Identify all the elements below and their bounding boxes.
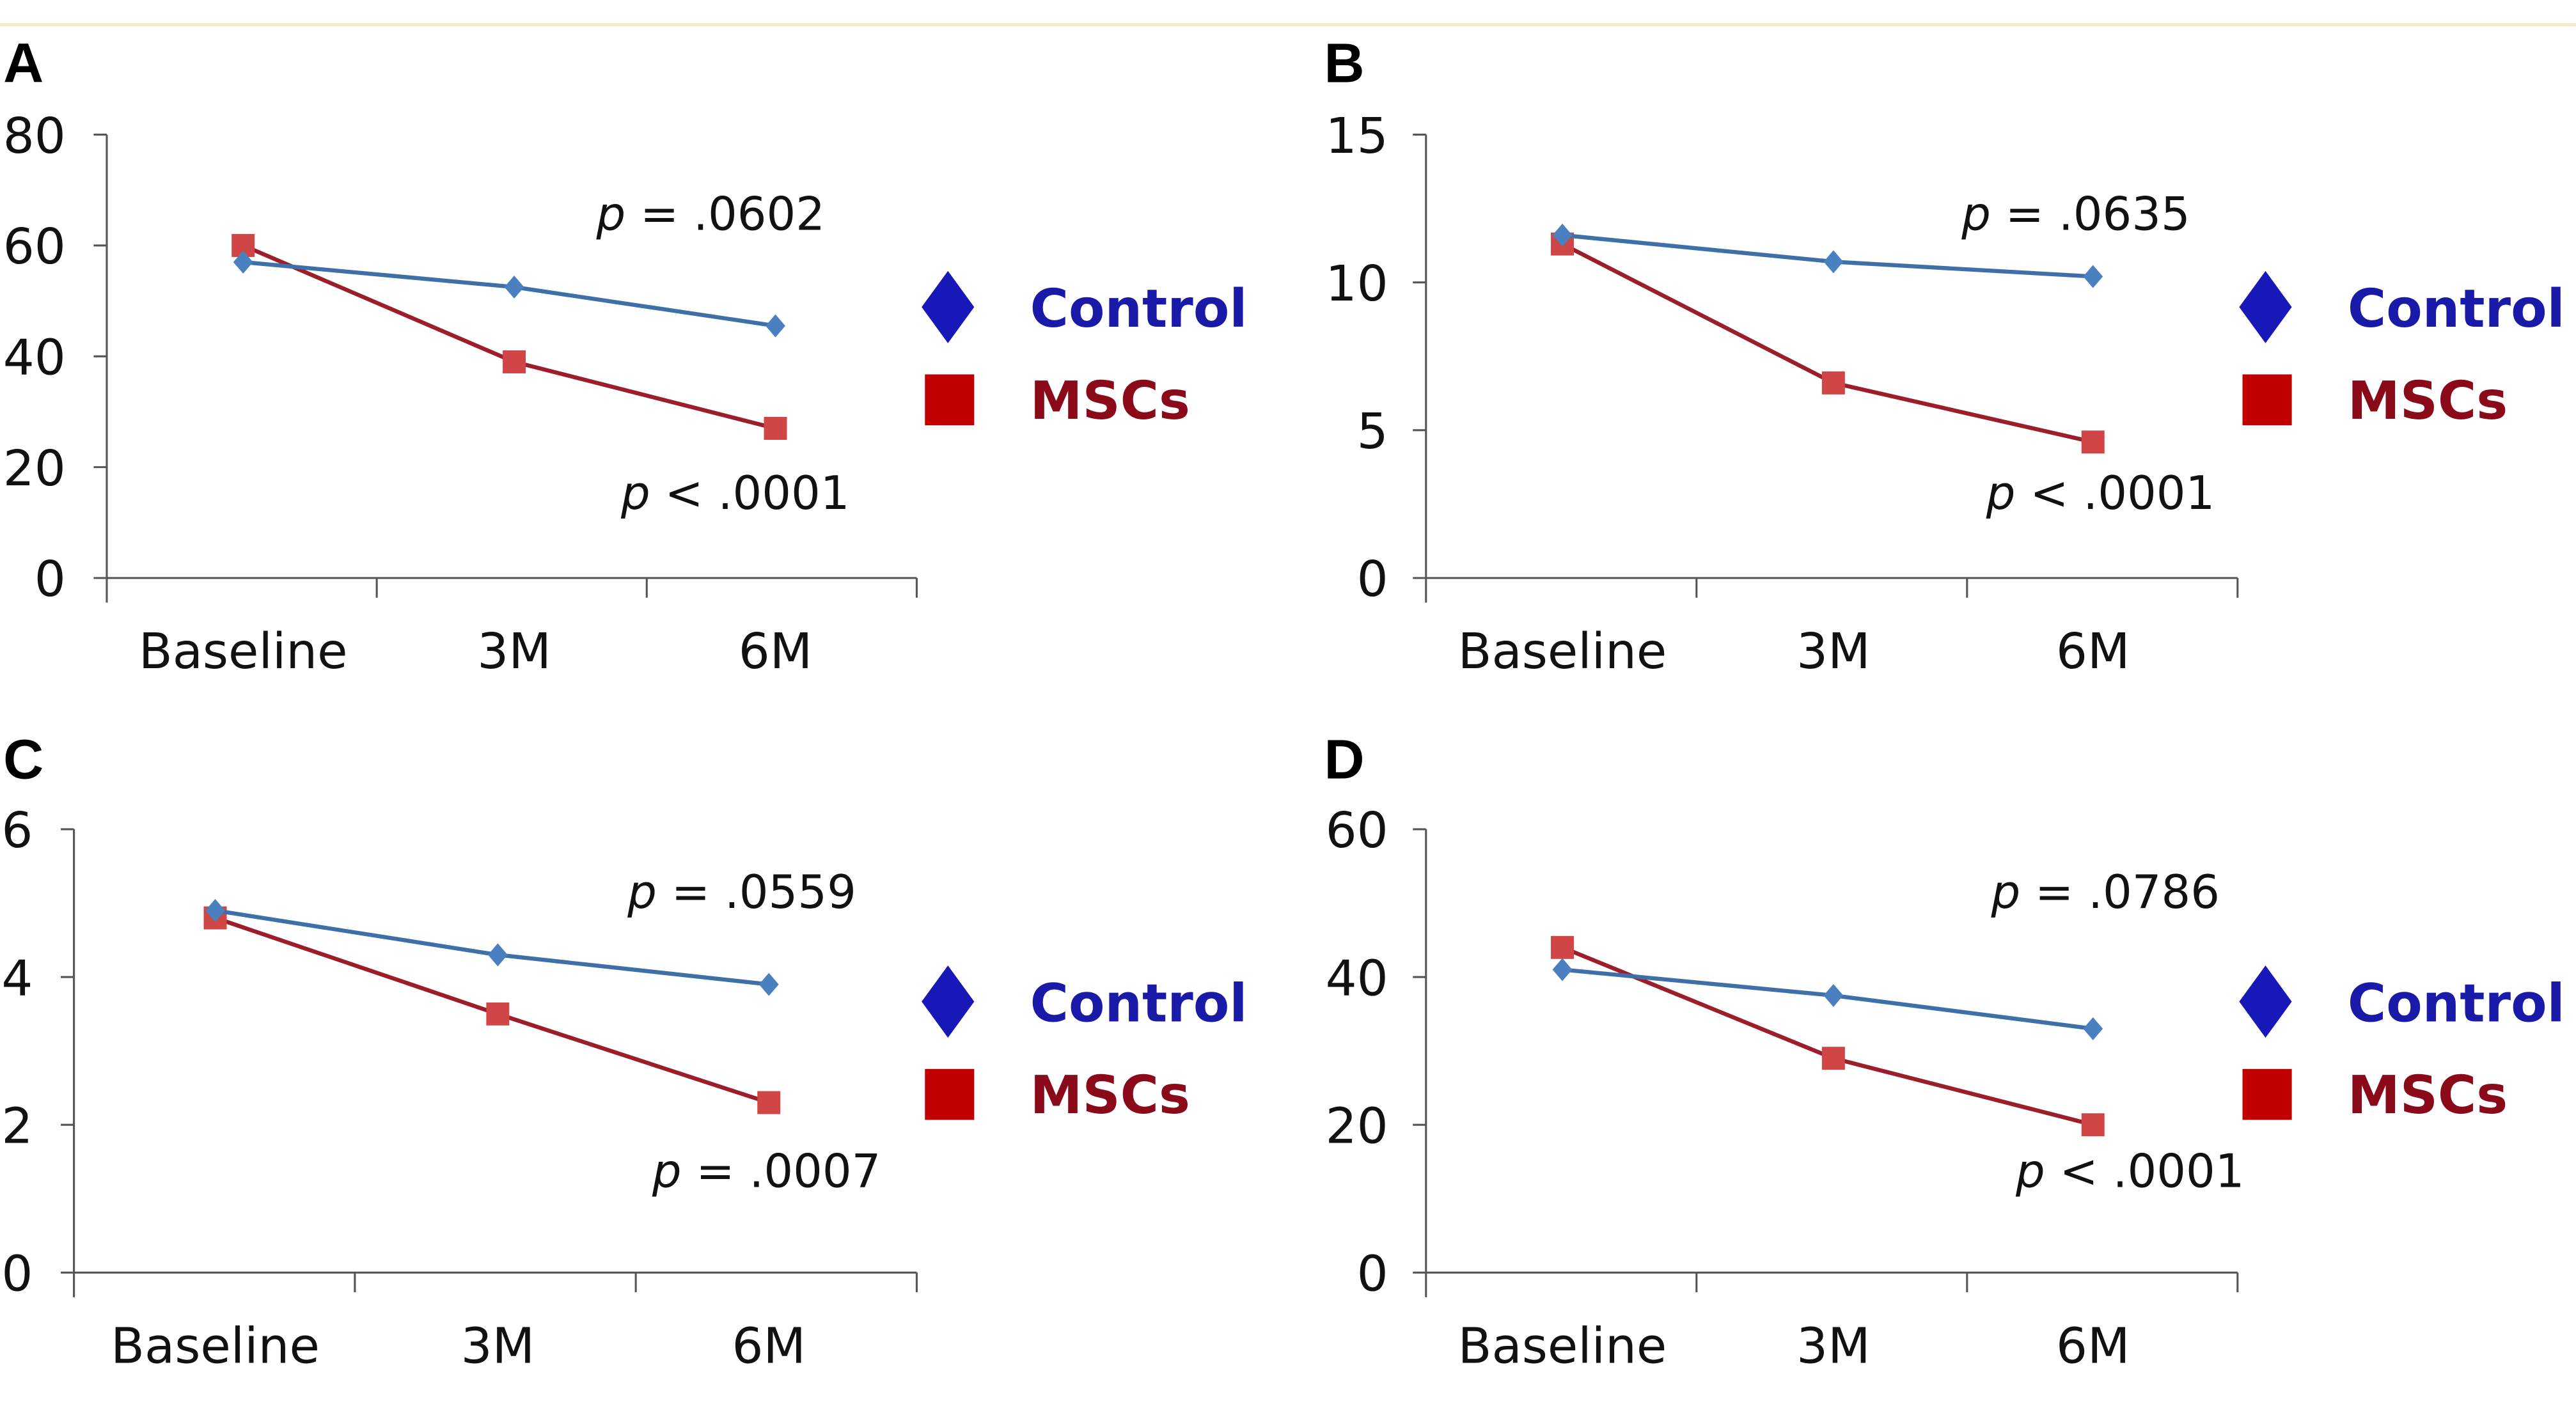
legend-label-mscs: MSCs: [2348, 371, 2508, 432]
data-point-mscs: [1821, 1047, 1845, 1070]
x-tick-label: 6M: [732, 1318, 806, 1375]
x-tick-label: Baseline: [1458, 1318, 1667, 1375]
data-point-mscs: [2081, 430, 2105, 454]
data-point-mscs: [757, 1091, 781, 1114]
y-tick-label: 4: [1, 949, 33, 1007]
x-tick-label: 3M: [1796, 1318, 1871, 1375]
legend-diamond-icon: [2239, 270, 2292, 343]
data-point-mscs: [503, 350, 526, 373]
y-tick-label: 20: [1326, 1097, 1388, 1155]
series-line-mscs: [1561, 945, 2094, 1127]
y-tick-label: 40: [1326, 949, 1388, 1007]
panel-b: B 0 5 10 15 Baseline 3M 6M p = .0635 p < .0001 Con…: [1324, 31, 2565, 680]
data-point-control: [1552, 958, 1573, 981]
y-tick-label: 60: [3, 218, 66, 276]
x-tick-label: 6M: [739, 623, 813, 680]
legend-square-icon: [925, 1068, 975, 1120]
y-tick-label: 60: [1326, 802, 1388, 859]
legend-diamond-icon: [2239, 965, 2292, 1038]
legend-label-control: Control: [1030, 279, 1248, 340]
y-tick-label: 40: [3, 329, 66, 387]
data-point-mscs: [486, 1002, 510, 1026]
legend: Control MSCs: [2239, 965, 2565, 1126]
panel-c: C 0 2 4 6 Baseline 3M 6M p = .0559 p = .0007 Contr…: [1, 728, 1247, 1375]
legend-label-control: Control: [1030, 973, 1248, 1034]
p-value-mscs: p < .0001: [620, 466, 850, 520]
y-tick-label: 80: [3, 107, 66, 165]
series-line-control: [242, 260, 776, 328]
x-tick-label: Baseline: [1458, 623, 1667, 680]
x-tick-label: 6M: [2056, 1318, 2130, 1375]
legend: Control MSCs: [922, 965, 1247, 1126]
x-tick-label: 6M: [2056, 623, 2130, 680]
y-tick-label: 0: [1357, 551, 1388, 608]
data-point-mscs: [1821, 371, 1845, 395]
y-tick-label: 0: [35, 551, 66, 608]
legend-diamond-icon: [922, 270, 975, 343]
y-tick-label: 5: [1357, 403, 1388, 460]
data-point-mscs: [1551, 935, 1574, 959]
data-point-control: [1823, 250, 1844, 274]
y-tick-label: 6: [1, 802, 33, 859]
y-tick-label: 0: [1, 1246, 33, 1303]
legend-label-control: Control: [2348, 973, 2565, 1034]
y-tick-label: 0: [1357, 1246, 1388, 1303]
data-point-control: [504, 275, 524, 299]
x-tick-label: Baseline: [111, 1318, 320, 1375]
data-point-control: [2083, 1017, 2103, 1040]
panel-letter: C: [3, 728, 43, 790]
panel-letter: B: [1324, 31, 1365, 94]
data-point-mscs: [764, 416, 787, 440]
data-point-control: [1552, 223, 1573, 247]
legend-square-icon: [2242, 374, 2292, 426]
panel-d: D 0 20 40 60 Baseline 3M 6M p = .0786 p < .0001 Co…: [1324, 728, 2565, 1375]
panel-letter: D: [1324, 728, 1365, 790]
legend-label-mscs: MSCs: [1030, 371, 1190, 432]
y-tick-label: 2: [1, 1097, 33, 1155]
x-tick-label: 3M: [477, 623, 551, 680]
legend: Control MSCs: [922, 270, 1248, 432]
p-value-mscs: p < .0001: [1986, 466, 2215, 520]
legend-square-icon: [925, 374, 975, 426]
data-point-control: [2083, 265, 2103, 288]
y-tick-label: 10: [1326, 255, 1388, 313]
p-value-control: p = .0559: [627, 865, 856, 919]
legend: Control MSCs: [2239, 270, 2565, 432]
data-point-control: [205, 899, 225, 923]
y-tick-label: 20: [3, 440, 66, 497]
legend-label-control: Control: [2348, 279, 2565, 340]
data-point-control: [766, 314, 785, 338]
data-point-control: [1823, 983, 1844, 1007]
x-tick-label: 3M: [1796, 623, 1871, 680]
x-tick-label: Baseline: [139, 623, 348, 680]
p-value-mscs: p = .0007: [652, 1145, 881, 1198]
data-point-mscs: [2081, 1113, 2105, 1137]
legend-label-mscs: MSCs: [1030, 1065, 1190, 1126]
p-value-control: p = .0786: [1990, 865, 2220, 919]
p-value-mscs: p < .0001: [2015, 1145, 2245, 1198]
data-point-control: [233, 250, 253, 274]
data-point-control: [758, 973, 779, 996]
x-tick-label: 3M: [461, 1318, 535, 1375]
legend-square-icon: [2242, 1068, 2292, 1120]
data-point-control: [487, 943, 508, 967]
series-line-control: [1562, 233, 2093, 279]
p-value-control: p = .0635: [1961, 187, 2190, 241]
legend-label-mscs: MSCs: [2348, 1065, 2508, 1126]
p-value-control: p = .0602: [596, 187, 826, 241]
legend-diamond-icon: [922, 965, 975, 1038]
panel-a: A 0 20 40 60 80 Baseline 3M 6M p = .0602 p < .0001…: [3, 31, 1248, 680]
y-tick-label: 15: [1326, 107, 1388, 165]
series-line-mscs: [242, 243, 776, 431]
panel-letter: A: [3, 31, 43, 94]
